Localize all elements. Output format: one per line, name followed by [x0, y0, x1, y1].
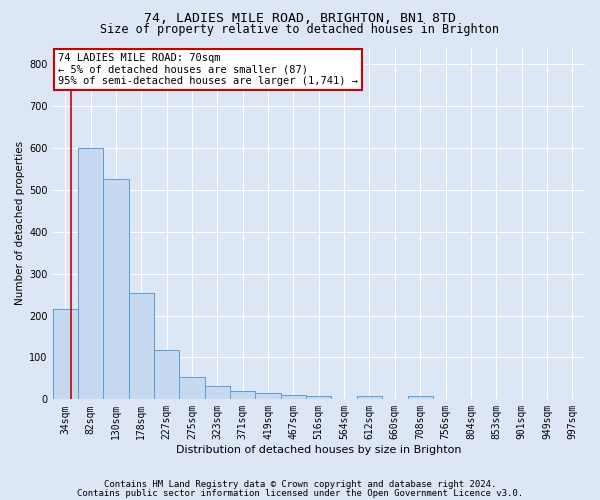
- Bar: [230, 392, 256, 400]
- Text: Contains public sector information licensed under the Open Government Licence v3: Contains public sector information licen…: [77, 488, 523, 498]
- Bar: [306, 396, 331, 400]
- Text: 74 LADIES MILE ROAD: 70sqm
← 5% of detached houses are smaller (87)
95% of semi-: 74 LADIES MILE ROAD: 70sqm ← 5% of detac…: [58, 53, 358, 86]
- Text: Contains HM Land Registry data © Crown copyright and database right 2024.: Contains HM Land Registry data © Crown c…: [104, 480, 496, 489]
- Bar: [205, 386, 230, 400]
- Y-axis label: Number of detached properties: Number of detached properties: [15, 142, 25, 306]
- Bar: [407, 396, 433, 400]
- Text: 74, LADIES MILE ROAD, BRIGHTON, BN1 8TD: 74, LADIES MILE ROAD, BRIGHTON, BN1 8TD: [144, 12, 456, 26]
- Bar: [179, 377, 205, 400]
- Bar: [256, 392, 281, 400]
- Bar: [154, 350, 179, 400]
- Bar: [78, 148, 103, 400]
- X-axis label: Distribution of detached houses by size in Brighton: Distribution of detached houses by size …: [176, 445, 461, 455]
- Bar: [53, 310, 78, 400]
- Bar: [357, 396, 382, 400]
- Bar: [281, 394, 306, 400]
- Bar: [103, 180, 128, 400]
- Bar: [128, 292, 154, 400]
- Text: Size of property relative to detached houses in Brighton: Size of property relative to detached ho…: [101, 22, 499, 36]
